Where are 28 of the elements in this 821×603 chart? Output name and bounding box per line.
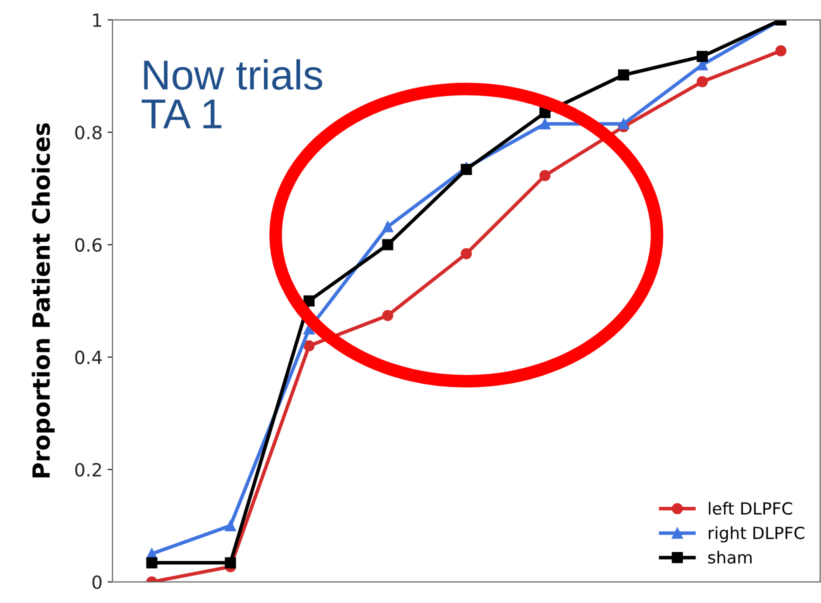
point [304, 295, 315, 306]
legend-label: left DLPFC [708, 502, 792, 515]
y-tick-label: 1 [93, 14, 102, 27]
point [146, 557, 158, 568]
y-tick-label: 0.6 [75, 238, 102, 252]
point [618, 69, 630, 81]
point [618, 118, 630, 130]
y-tick-label: 0.4 [75, 350, 102, 364]
point [539, 118, 551, 130]
point [775, 45, 786, 56]
y-tick-label: 0.2 [75, 462, 101, 477]
point [382, 310, 394, 322]
y-tick-label: 0 [92, 575, 102, 590]
point [224, 520, 236, 532]
point [382, 221, 394, 232]
y-axis-title: Proportion Patient Choices [32, 123, 55, 478]
point [696, 50, 708, 62]
point [539, 170, 551, 182]
legend-label: right DLPFC [708, 526, 804, 542]
annotation: Now trials TA 1 [142, 59, 322, 128]
point [382, 239, 394, 250]
y-tick-label: 0.8 [75, 126, 102, 140]
point [224, 557, 236, 568]
legend-label: sham [708, 550, 752, 564]
point [696, 76, 708, 88]
point [304, 340, 315, 352]
point [460, 248, 472, 260]
point [460, 164, 472, 175]
